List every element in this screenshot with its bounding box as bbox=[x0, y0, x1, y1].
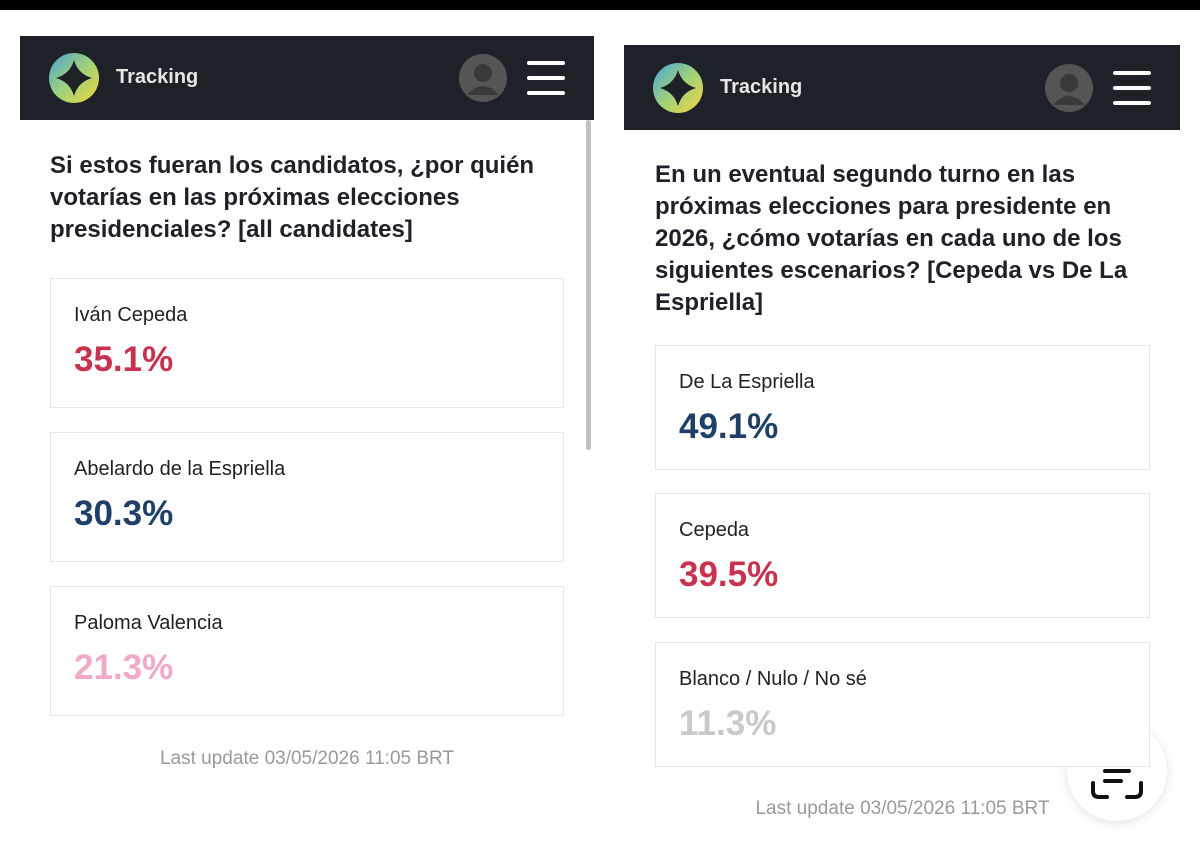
avatar[interactable] bbox=[1044, 63, 1094, 113]
question: En un eventual segundo turno en las próx… bbox=[655, 161, 1128, 316]
last-update: Last update 03/05/2026 11:05 BRT bbox=[159, 748, 455, 769]
percentage: 21.3% bbox=[74, 648, 174, 687]
top-bar bbox=[0, 0, 1200, 10]
candidate-name: Paloma Valencia bbox=[74, 612, 223, 634]
percentage: 35.1% bbox=[74, 340, 174, 379]
percentage: 11.3% bbox=[679, 704, 777, 743]
app-header: Tracking bbox=[20, 36, 594, 120]
percentage: 39.5% bbox=[679, 555, 779, 594]
avatar[interactable] bbox=[458, 53, 508, 103]
candidate-name: Blanco / Nulo / No sé bbox=[679, 668, 867, 690]
logo bbox=[653, 62, 703, 113]
menu-button[interactable] bbox=[1112, 68, 1152, 108]
result-card bbox=[655, 493, 1150, 618]
result-card bbox=[50, 278, 564, 408]
result-card bbox=[50, 586, 564, 716]
logo bbox=[49, 53, 99, 103]
candidate-name: Cepeda bbox=[679, 519, 750, 541]
percentage: 49.1% bbox=[679, 407, 779, 446]
candidate-name: Iván Cepeda bbox=[74, 304, 188, 326]
question: Si estos fueran los candidatos, ¿por qui… bbox=[50, 152, 535, 243]
percentage: 30.3% bbox=[74, 494, 174, 533]
candidate-name: De La Espriella bbox=[679, 371, 815, 393]
app-header: Tracking bbox=[624, 45, 1180, 130]
brand-name: Tracking bbox=[116, 66, 199, 88]
last-update: Last update 03/05/2026 11:05 BRT bbox=[755, 798, 1050, 819]
result-card bbox=[50, 432, 564, 562]
candidate-name: Abelardo de la Espriella bbox=[74, 458, 286, 480]
scrollbar[interactable] bbox=[586, 120, 591, 450]
result-card bbox=[655, 642, 1150, 767]
menu-button[interactable] bbox=[526, 58, 566, 98]
brand-name: Tracking bbox=[720, 75, 803, 98]
result-card bbox=[655, 345, 1150, 470]
